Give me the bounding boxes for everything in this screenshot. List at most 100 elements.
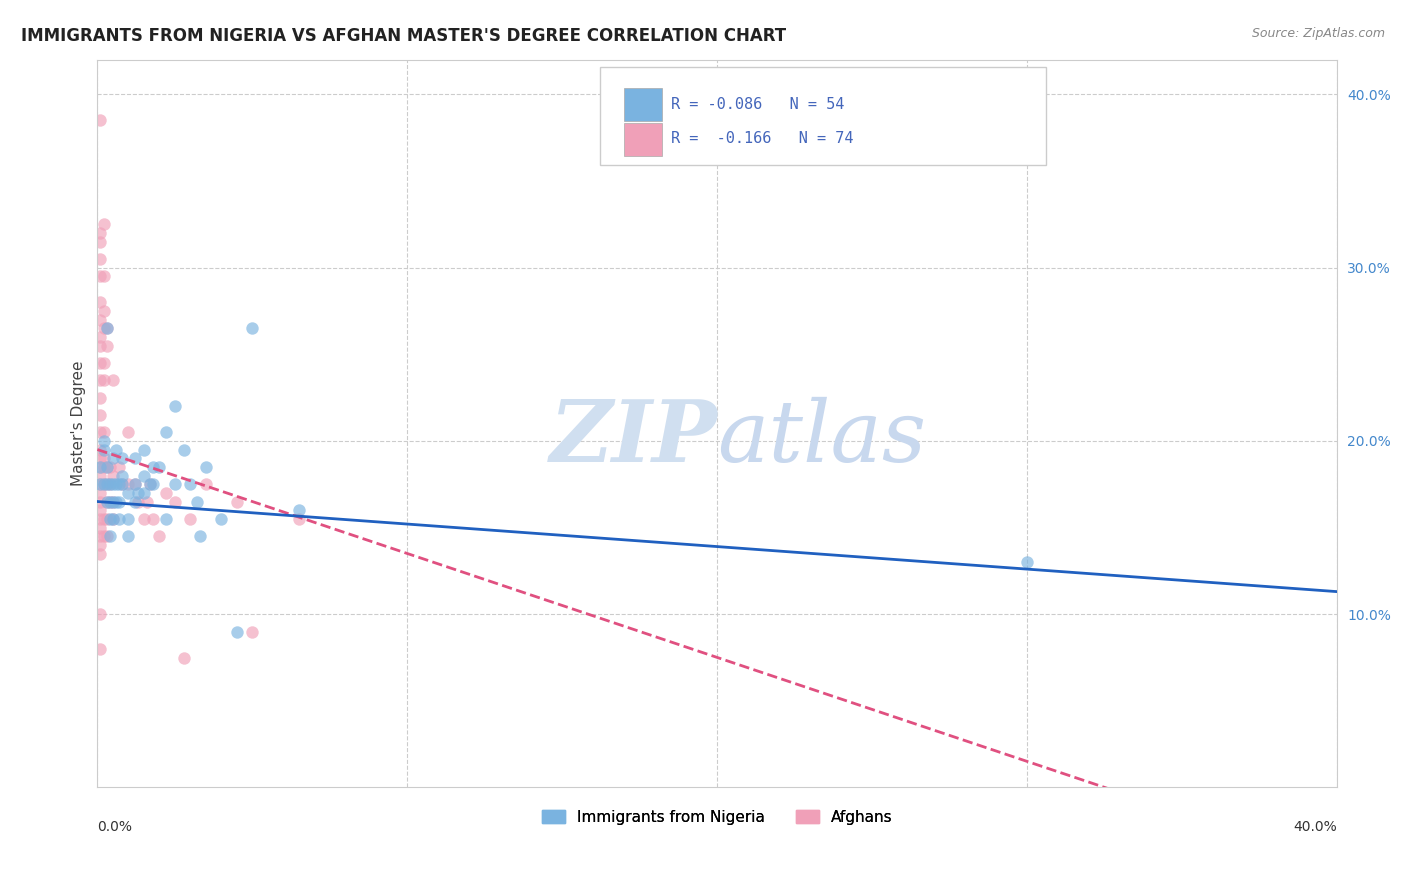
Y-axis label: Master's Degree: Master's Degree	[72, 360, 86, 486]
Point	[132, 442, 155, 457]
Point	[96, 321, 118, 335]
Point	[96, 477, 118, 491]
Point	[240, 624, 263, 639]
Point	[117, 486, 139, 500]
Point	[240, 321, 263, 335]
Point	[148, 459, 170, 474]
Point	[89, 373, 111, 387]
Point	[124, 477, 146, 491]
Point	[179, 477, 201, 491]
Point	[139, 477, 162, 491]
Point	[225, 494, 247, 508]
Point	[89, 391, 111, 405]
Point	[96, 321, 118, 335]
Point	[111, 468, 134, 483]
Point	[124, 451, 146, 466]
Point	[89, 295, 111, 310]
Point	[155, 425, 177, 440]
Text: Source: ZipAtlas.com: Source: ZipAtlas.com	[1251, 27, 1385, 40]
Point	[124, 494, 146, 508]
Point	[98, 512, 121, 526]
Point	[288, 512, 311, 526]
Point	[139, 477, 162, 491]
Point	[89, 547, 111, 561]
Point	[104, 494, 127, 508]
Point	[98, 477, 121, 491]
Point	[93, 529, 115, 543]
Point	[89, 226, 111, 240]
Point	[89, 641, 111, 656]
Point	[148, 529, 170, 543]
Point	[288, 503, 311, 517]
Point	[142, 512, 165, 526]
Point	[163, 494, 186, 508]
Point	[111, 477, 134, 491]
Point	[163, 477, 186, 491]
Point	[89, 520, 111, 534]
Point	[108, 512, 131, 526]
Point	[93, 459, 115, 474]
Point	[98, 477, 121, 491]
Point	[93, 477, 115, 491]
Point	[132, 486, 155, 500]
Point	[93, 373, 115, 387]
Text: 40.0%: 40.0%	[1294, 821, 1337, 834]
FancyBboxPatch shape	[599, 67, 1046, 165]
Point	[89, 356, 111, 370]
Point	[93, 434, 115, 448]
Point	[142, 477, 165, 491]
Point	[96, 459, 118, 474]
Point	[98, 494, 121, 508]
Point	[101, 373, 124, 387]
Point	[101, 512, 124, 526]
Point	[93, 477, 115, 491]
Point	[89, 330, 111, 344]
Point	[101, 512, 124, 526]
Text: IMMIGRANTS FROM NIGERIA VS AFGHAN MASTER'S DEGREE CORRELATION CHART: IMMIGRANTS FROM NIGERIA VS AFGHAN MASTER…	[21, 27, 786, 45]
FancyBboxPatch shape	[624, 123, 662, 156]
Point	[89, 425, 111, 440]
Point	[194, 459, 217, 474]
Point	[96, 494, 118, 508]
Point	[89, 252, 111, 266]
Point	[89, 338, 111, 352]
Point	[93, 269, 115, 284]
Point	[108, 459, 131, 474]
Point	[89, 442, 111, 457]
Point	[89, 312, 111, 326]
Point	[93, 442, 115, 457]
Point	[89, 113, 111, 128]
Point	[173, 442, 195, 457]
Point	[93, 512, 115, 526]
Point	[98, 494, 121, 508]
Point	[127, 494, 149, 508]
Point	[89, 459, 111, 474]
Point	[127, 486, 149, 500]
Point	[104, 477, 127, 491]
Point	[173, 650, 195, 665]
Point	[89, 538, 111, 552]
Point	[117, 512, 139, 526]
Point	[98, 529, 121, 543]
Point	[108, 494, 131, 508]
Point	[179, 512, 201, 526]
Point	[117, 425, 139, 440]
Point	[188, 529, 211, 543]
Point	[89, 459, 111, 474]
Point	[101, 451, 124, 466]
Point	[93, 451, 115, 466]
Legend: Immigrants from Nigeria, Afghans: Immigrants from Nigeria, Afghans	[536, 804, 898, 830]
Point	[96, 512, 118, 526]
Point	[124, 477, 146, 491]
Point	[163, 399, 186, 413]
Point	[111, 451, 134, 466]
Point	[117, 477, 139, 491]
Point	[93, 356, 115, 370]
Point	[89, 529, 111, 543]
Point	[1017, 555, 1039, 569]
Point	[186, 494, 208, 508]
Point	[89, 477, 111, 491]
Point	[104, 442, 127, 457]
Point	[89, 477, 111, 491]
Point	[89, 607, 111, 622]
